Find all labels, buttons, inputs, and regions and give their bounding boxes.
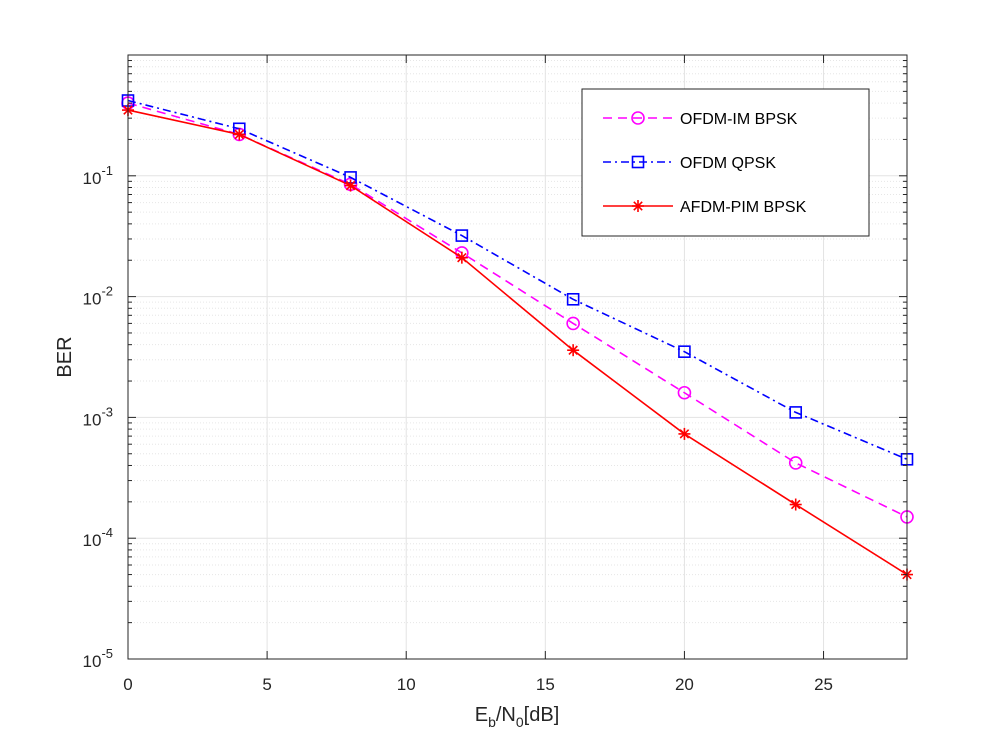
legend-marker: [631, 155, 645, 169]
x-tick-label: 10: [397, 675, 416, 694]
series-line-afdm-pim-bpsk: [127, 109, 908, 576]
y-tick-labels: 10-5 10-4 10-3 10-2 10-1: [83, 163, 113, 671]
legend-item-ofdm-im-bpsk: OFDM-IM BPSK: [603, 111, 798, 128]
legend-item-ofdm-qpsk: OFDM QPSK: [603, 155, 776, 172]
data-point-ofdm-im-bpsk: [677, 385, 692, 400]
x-tick-label: 20: [675, 675, 694, 694]
series-layer: [121, 94, 914, 581]
legend-item-afdm-pim-bpsk: AFDM-PIM BPSK: [603, 199, 807, 216]
x-tick-label: 5: [262, 675, 271, 694]
legend-label: OFDM-IM BPSK: [680, 111, 798, 128]
data-point-ofdm-qpsk: [566, 292, 580, 306]
data-point-ofdm-im-bpsk: [566, 316, 580, 331]
y-tick-label: 10-4: [83, 525, 113, 550]
series-afdm-pim-bpsk: [122, 104, 913, 581]
x-axis-label: Eb/N0[dB]: [475, 704, 560, 730]
minor-grid: [128, 60, 907, 624]
legend-box: [581, 88, 870, 237]
plot-frame: [127, 54, 908, 660]
data-point-ofdm-qpsk: [678, 345, 691, 358]
tick-marks: [127, 55, 907, 660]
legend-marker: [631, 111, 645, 125]
x-tick-label: 15: [536, 675, 555, 694]
legend-marker: [632, 200, 644, 212]
data-point-afdm-pim-bpsk: [789, 498, 802, 511]
y-tick-label: 10-2: [83, 284, 113, 309]
y-tick-label: 10-3: [83, 404, 113, 429]
legend-label: OFDM QPSK: [680, 155, 776, 172]
legend: OFDM-IM BPSK OFDM QPSK AFDM-PIM BPSK: [581, 88, 870, 237]
data-point-afdm-pim-bpsk: [567, 344, 580, 357]
data-point-afdm-pim-bpsk: [344, 179, 357, 192]
data-point-afdm-pim-bpsk: [233, 128, 246, 141]
data-point-afdm-pim-bpsk: [455, 251, 468, 264]
data-point-afdm-pim-bpsk: [678, 427, 691, 440]
y-axis-label: BER: [54, 336, 76, 377]
x-tick-labels: 0 5 10 15 20 25: [123, 675, 833, 694]
data-point-ofdm-qpsk: [789, 406, 803, 419]
x-tick-label: 0: [123, 675, 132, 694]
y-tick-label: 10-5: [83, 646, 113, 671]
data-point-ofdm-im-bpsk: [788, 456, 803, 470]
legend-label: AFDM-PIM BPSK: [680, 199, 807, 216]
data-point-ofdm-qpsk: [455, 229, 469, 242]
x-tick-label: 25: [814, 675, 833, 694]
y-tick-label: 10-1: [83, 163, 113, 188]
